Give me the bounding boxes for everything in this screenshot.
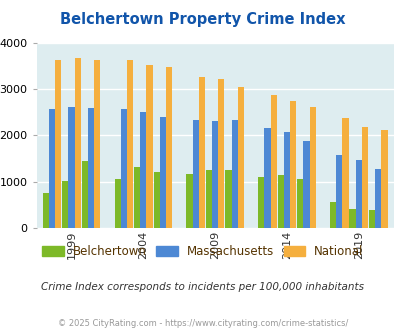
Bar — [205, 170, 211, 228]
Bar — [94, 59, 100, 228]
Bar — [374, 169, 380, 228]
Bar — [146, 65, 152, 228]
Bar — [43, 193, 49, 228]
Bar — [361, 126, 367, 228]
Bar — [134, 167, 140, 228]
Bar — [231, 120, 237, 228]
Bar — [75, 58, 81, 228]
Bar — [368, 210, 374, 228]
Bar — [237, 87, 243, 228]
Bar — [81, 161, 88, 228]
Bar — [264, 128, 270, 228]
Legend: Belchertown, Massachusetts, National: Belchertown, Massachusetts, National — [37, 241, 368, 263]
Bar — [186, 174, 192, 228]
Bar — [303, 141, 309, 228]
Bar — [140, 112, 146, 228]
Bar — [166, 67, 172, 228]
Bar — [114, 179, 120, 228]
Bar — [258, 177, 264, 228]
Bar — [62, 181, 68, 228]
Bar — [380, 130, 387, 228]
Bar — [309, 107, 315, 228]
Bar — [355, 160, 361, 228]
Bar — [270, 95, 276, 228]
Bar — [198, 77, 205, 228]
Bar — [160, 117, 166, 228]
Bar — [349, 209, 355, 228]
Bar — [329, 202, 335, 228]
Bar — [290, 101, 296, 228]
Bar — [283, 132, 290, 228]
Bar — [335, 155, 341, 228]
Text: Crime Index corresponds to incidents per 100,000 inhabitants: Crime Index corresponds to incidents per… — [41, 282, 364, 292]
Bar — [88, 108, 94, 228]
Bar — [211, 120, 218, 228]
Bar — [55, 59, 61, 228]
Text: © 2025 CityRating.com - https://www.cityrating.com/crime-statistics/: © 2025 CityRating.com - https://www.city… — [58, 319, 347, 328]
Bar — [225, 170, 231, 228]
Bar — [49, 109, 55, 228]
Bar — [277, 175, 283, 228]
Bar — [341, 118, 348, 228]
Bar — [120, 109, 127, 228]
Bar — [192, 120, 198, 228]
Bar — [218, 80, 224, 228]
Bar — [153, 172, 160, 228]
Bar — [127, 60, 133, 228]
Text: Belchertown Property Crime Index: Belchertown Property Crime Index — [60, 12, 345, 26]
Bar — [68, 107, 75, 228]
Bar — [296, 179, 303, 228]
